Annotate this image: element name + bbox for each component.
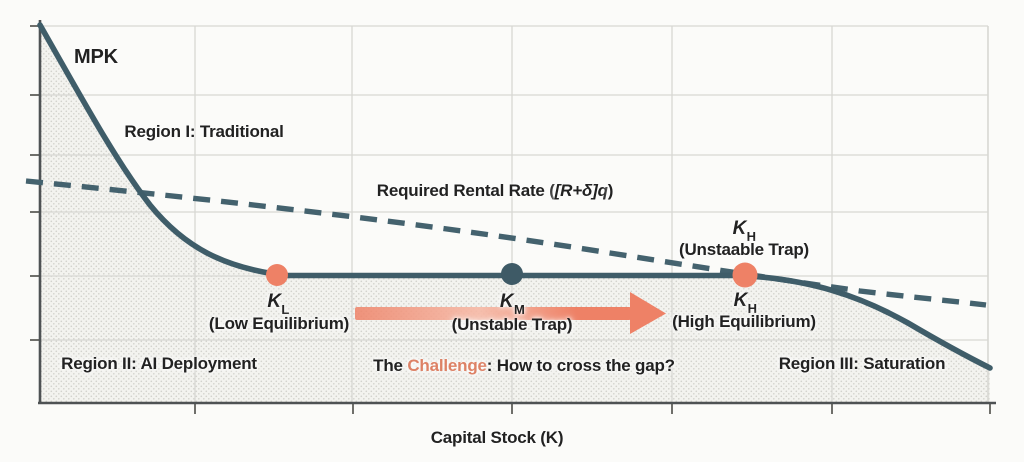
challenge-post: : How to cross the gap? [486,356,675,375]
km-subscript: M [513,301,525,317]
region2-label: Region II: AI Deployment [61,354,257,373]
region1-label: Region I: Traditional [124,122,284,141]
rental-rate-label: Required Rental Rate ([R+δ]q) [376,181,614,201]
challenge-label: The Challenge: How to cross the gap? [373,356,675,376]
kh-subscript: H [747,300,757,316]
kh-above-caption: (Unstaable Trap) [679,240,809,259]
region3-label: Region III: Saturation [778,354,946,373]
challenge-word: Challenge [407,356,487,375]
kh-above-label: KH [732,218,756,244]
challenge-pre: The [373,356,408,375]
kh-symbol: K [733,290,748,312]
km-label: KM [499,291,525,317]
km-point [501,263,523,285]
kh-above-symbol: K [732,218,747,240]
kh-caption: (High Equilibrium) [672,312,816,331]
km-caption: (Unstable Trap) [451,315,573,334]
kl-label: KL [267,291,290,317]
axes [38,20,996,405]
km-symbol: K [499,291,514,313]
rental-rate-line [25,178,987,308]
kl-caption: (Low Equilibrium) [208,314,350,333]
gap-arrow [355,292,666,334]
x-axis-label: Capital Stock (K) [430,428,564,447]
kl-symbol: K [267,291,281,313]
kh-label: KH [733,290,757,316]
kl-subscript: L [281,301,290,317]
kl-point [266,264,288,286]
rental-rate-label-math: [R+δ]q [554,181,608,200]
kh-point [732,262,758,288]
shaded-area-under-curve [40,25,990,402]
kh-above-subscript: H [746,228,756,244]
y-axis-label: MPK [74,46,118,68]
rental-rate-label-suffix: ) [607,181,614,200]
rental-rate-label-prefix: Required Rental Rate ( [376,181,555,200]
